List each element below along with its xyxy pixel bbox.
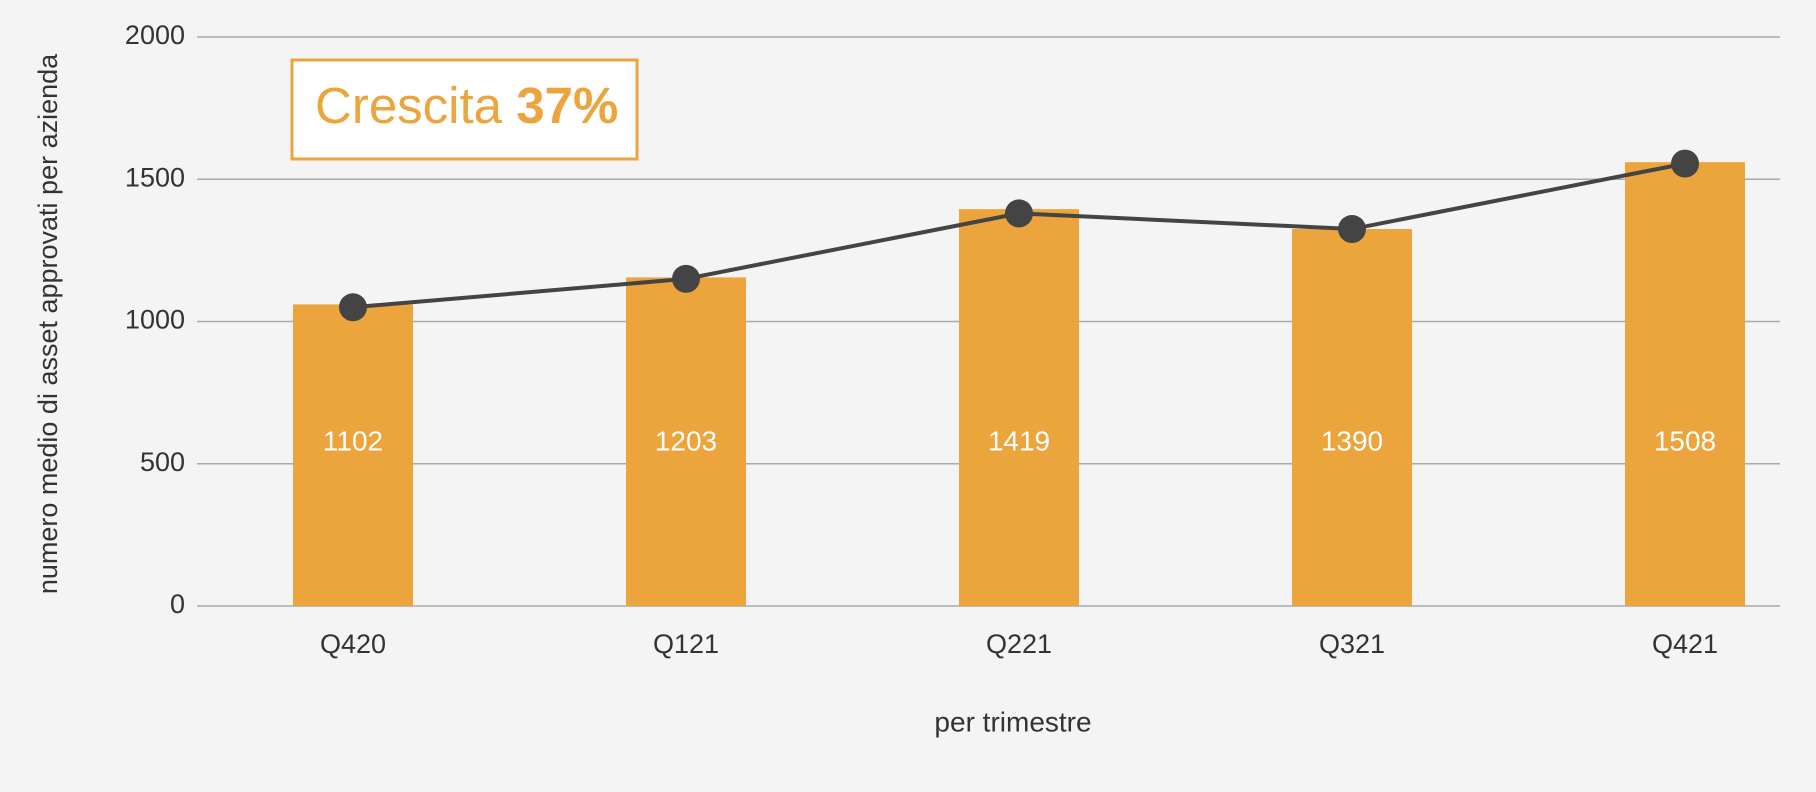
line-point [339, 293, 367, 322]
y-tick-label: 2000 [125, 20, 185, 50]
y-tick-label: 500 [140, 447, 185, 477]
y-tick-label: 1500 [125, 162, 185, 192]
line-point [1671, 149, 1699, 178]
x-axis-label: per trimestre [934, 706, 1091, 737]
bar-annotation: 1390 [1321, 425, 1383, 456]
annotation-highlight: 37% [516, 77, 618, 134]
line-point [1338, 215, 1366, 244]
bar-annotation: 1102 [323, 425, 383, 456]
line-point [1005, 199, 1033, 228]
x-tick-label: Q321 [1319, 629, 1385, 659]
x-tick-label: Q421 [1652, 629, 1718, 659]
bar-annotation: 1508 [1654, 425, 1716, 456]
bar-annotation: 1203 [655, 425, 717, 456]
annotation-label: Crescita [315, 77, 503, 134]
bar [293, 304, 413, 606]
bar [959, 209, 1079, 606]
line-point [672, 264, 700, 293]
x-tick-label: Q221 [986, 629, 1052, 659]
annotation-box [290, 58, 639, 161]
bar [1292, 229, 1412, 606]
y-tick-label: 1000 [125, 305, 185, 335]
x-tick-label: Q420 [320, 629, 386, 659]
x-tick-label: Q121 [653, 629, 719, 659]
bar [626, 277, 746, 606]
y-tick-label: 0 [170, 589, 185, 619]
annotation-text: Crescita 37% [315, 77, 618, 134]
y-axis-label: numero medio di asset approvati per azie… [33, 53, 63, 594]
bar [1625, 162, 1745, 606]
bar-annotation: 1419 [988, 425, 1050, 456]
